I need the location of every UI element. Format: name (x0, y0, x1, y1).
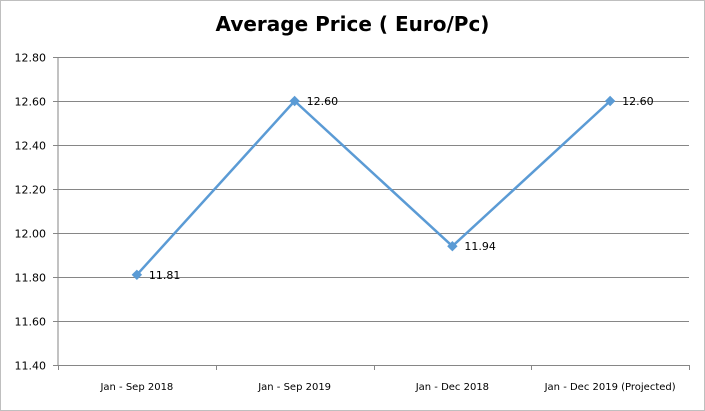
y-tick-label: 12.20 (15, 184, 47, 197)
y-tick-label: 12.00 (15, 228, 47, 241)
data-labels: 11.81 12.60 11.94 12.60 (149, 95, 654, 282)
x-tick-label: Jan - Dec 2019 (Projected) (544, 382, 676, 393)
y-tick-label: 12.40 (15, 140, 47, 153)
x-tick-label: Jan - Sep 2018 (99, 382, 173, 393)
x-axis: Jan - Sep 2018 Jan - Sep 2019 Jan - Dec 20… (58, 365, 690, 393)
series-line (135, 99, 611, 276)
y-tick-label: 12.60 (15, 96, 47, 109)
gridlines (58, 57, 689, 366)
y-tick-label: 11.40 (15, 360, 47, 373)
x-tick-label: Jan - Dec 2018 (415, 382, 489, 393)
y-tick-label: 11.60 (15, 316, 47, 329)
chart-title: Average Price ( Euro/Pc) (215, 12, 490, 36)
data-label: 11.94 (464, 240, 496, 253)
y-axis: 11.40 11.60 11.80 12.00 12.20 12.40 12.60 12.80 (15, 52, 59, 373)
series-line-group (131, 95, 616, 281)
y-tick-label: 11.80 (15, 272, 47, 285)
data-point-marker (131, 269, 143, 281)
data-point-marker (447, 240, 458, 252)
y-tick-label: 12.80 (15, 52, 47, 65)
data-label: 12.60 (307, 95, 339, 108)
data-label: 11.81 (149, 269, 181, 282)
data-point-marker (604, 95, 616, 107)
x-tick-label: Jan - Sep 2019 (257, 382, 331, 393)
data-label: 12.60 (622, 95, 654, 108)
data-point-marker (289, 95, 300, 107)
